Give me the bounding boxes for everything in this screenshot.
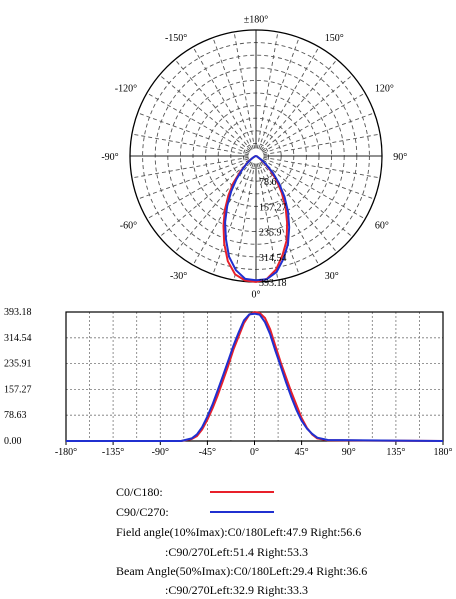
linear-y-tick-label: 393.18: [4, 307, 32, 318]
polar-spoke: [233, 31, 256, 149]
polar-spoke: [256, 163, 279, 281]
linear-x-tick-label: -135°: [102, 447, 124, 458]
polar-spoke: [137, 112, 250, 154]
polar-angle-label: -60°: [120, 221, 137, 232]
linear-y-tick-label: 157.27: [4, 384, 32, 395]
linear-x-tick-label: -45°: [199, 447, 216, 458]
polar-radial-label: 235.9: [259, 228, 282, 239]
polar-angle-label: -120°: [115, 83, 137, 94]
linear-series-c0-c180: [66, 311, 444, 442]
polar-spoke: [146, 92, 250, 153]
polar-spoke: [261, 160, 353, 238]
polar-spoke: [260, 161, 338, 253]
beam-angle-c0: Beam Angle(50%Imax):C0/180Left:29.4 Righ…: [116, 564, 368, 578]
field-angle-c90: :C90/270Left:51.4 Right:53.3: [165, 545, 308, 559]
linear-x-tick-label: -90°: [152, 447, 169, 458]
polar-spoke: [256, 31, 279, 149]
polar-angle-label: 0°: [252, 289, 261, 300]
polar-radial-label: 78.6: [259, 177, 277, 188]
polar-angle-label: 60°: [375, 221, 389, 232]
legend-label-c90: C90/C270:: [116, 505, 169, 519]
linear-y-tick-label: 0.00: [4, 436, 22, 447]
polar-angle-label: 150°: [325, 33, 344, 44]
polar-spoke: [159, 74, 251, 152]
polar-spoke: [262, 158, 375, 200]
polar-angle-label: -90°: [101, 152, 118, 163]
linear-x-tick-label: 45°: [295, 447, 309, 458]
polar-radial-label: 314.54: [259, 253, 287, 264]
polar-radial-label: 157.27: [259, 202, 287, 213]
polar-spoke: [263, 156, 381, 179]
linear-series-c90-c270: [66, 312, 444, 442]
polar-spoke: [212, 162, 254, 275]
beam-angle-c90: :C90/270Left:32.9 Right:33.3: [165, 583, 308, 597]
polar-spoke: [262, 92, 366, 153]
polar-spoke: [263, 133, 381, 156]
legend-swatch-c0: [210, 491, 274, 493]
polar-spoke: [259, 162, 320, 266]
linear-x-tick-label: 135°: [386, 447, 405, 458]
polar-angle-label: -30°: [170, 271, 187, 282]
polar-spoke: [146, 159, 250, 220]
polar-spoke: [260, 59, 338, 151]
polar-spoke: [212, 37, 254, 150]
polar-angle-label: 30°: [325, 271, 339, 282]
polar-radial-label: 393.18: [259, 278, 287, 289]
linear-chart: -180° -135° -90° -45° 0° 45° 90° 135° 180° 393.18…: [4, 307, 453, 458]
field-angle-c0: Field angle(10%Imax):C0/180Left:47.9 Rig…: [116, 525, 362, 539]
linear-x-tick-label: 180°: [434, 447, 453, 458]
legend-label-c0: C0/C180:: [116, 485, 163, 499]
polar-angle-label: 90°: [393, 152, 407, 163]
polar-spoke: [192, 162, 253, 266]
polar-spoke: [261, 74, 353, 152]
polar-angle-label: 120°: [375, 83, 394, 94]
polar-chart: 78.6 157.27 235.9 314.54 393.18 ±180° -150° 150…: [101, 15, 407, 301]
polar-spoke: [137, 158, 250, 200]
polar-spoke: [174, 59, 252, 151]
linear-y-tick-label: 78.63: [4, 410, 27, 421]
polar-spoke: [233, 163, 256, 281]
legend-swatch-c90: [210, 511, 274, 513]
linear-x-tick-label: 90°: [342, 447, 356, 458]
polar-spoke: [258, 162, 300, 275]
polar-spoke: [192, 46, 253, 150]
polar-spoke: [174, 161, 252, 253]
polar-spoke: [159, 160, 251, 238]
linear-x-tick-label: 0°: [250, 447, 259, 458]
polar-spoke: [131, 133, 249, 156]
linear-x-tick-label: -180°: [55, 447, 77, 458]
linear-y-tick-label: 235.91: [4, 359, 32, 370]
polar-spoke: [262, 159, 366, 220]
polar-angle-label: ±180°: [244, 15, 269, 26]
linear-y-tick-label: 314.54: [4, 333, 32, 344]
polar-series-c90-c270: [224, 155, 291, 282]
polar-spoke: [259, 46, 320, 150]
polar-spoke: [258, 37, 300, 150]
polar-spoke: [131, 156, 249, 179]
polar-angle-label: -150°: [165, 33, 187, 44]
polar-spoke: [262, 112, 375, 154]
